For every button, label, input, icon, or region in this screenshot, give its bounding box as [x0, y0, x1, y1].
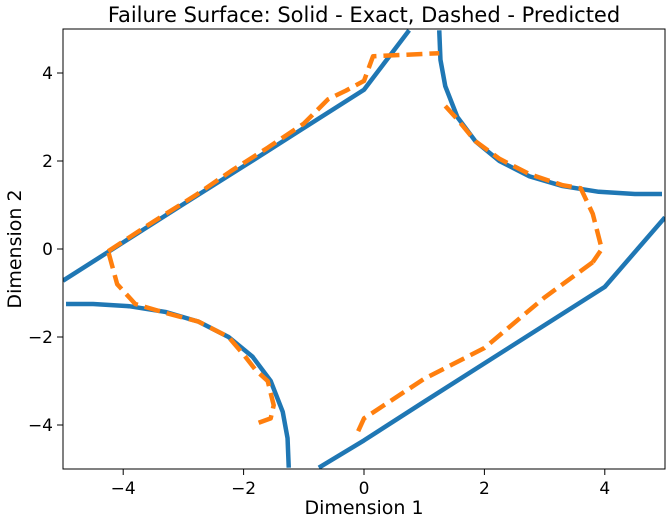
x-tick-label: 4 [599, 479, 610, 499]
x-tick-label: −4 [111, 479, 136, 499]
exact-curve-4 [317, 215, 665, 469]
y-axis-label: Dimension 2 [4, 189, 26, 308]
x-axis-label: Dimension 1 [304, 497, 423, 519]
y-tick-label: −2 [28, 328, 53, 348]
x-tick-label: −2 [231, 479, 256, 499]
chart-title: Failure Surface: Solid - Exact, Dashed -… [108, 3, 620, 27]
exact-curve-1 [63, 29, 411, 283]
predicted-curve-4 [105, 250, 276, 425]
y-tick-label: 0 [42, 240, 53, 260]
y-tick-label: 4 [42, 64, 53, 84]
x-tick-label: 2 [479, 479, 490, 499]
predicted-curve-3 [355, 260, 595, 433]
y-axis-ticks: −4 −2 0 2 4 [28, 64, 63, 436]
exact-curve-3 [66, 301, 291, 468]
y-tick-label: −4 [28, 416, 53, 436]
y-tick-label: 2 [42, 152, 53, 172]
series-layer [63, 29, 665, 469]
x-axis-ticks: −4 −2 0 2 4 [111, 469, 610, 499]
x-tick-label: 0 [359, 479, 370, 499]
predicted-curve-1 [106, 50, 440, 254]
predicted-curve-2 [443, 104, 605, 264]
